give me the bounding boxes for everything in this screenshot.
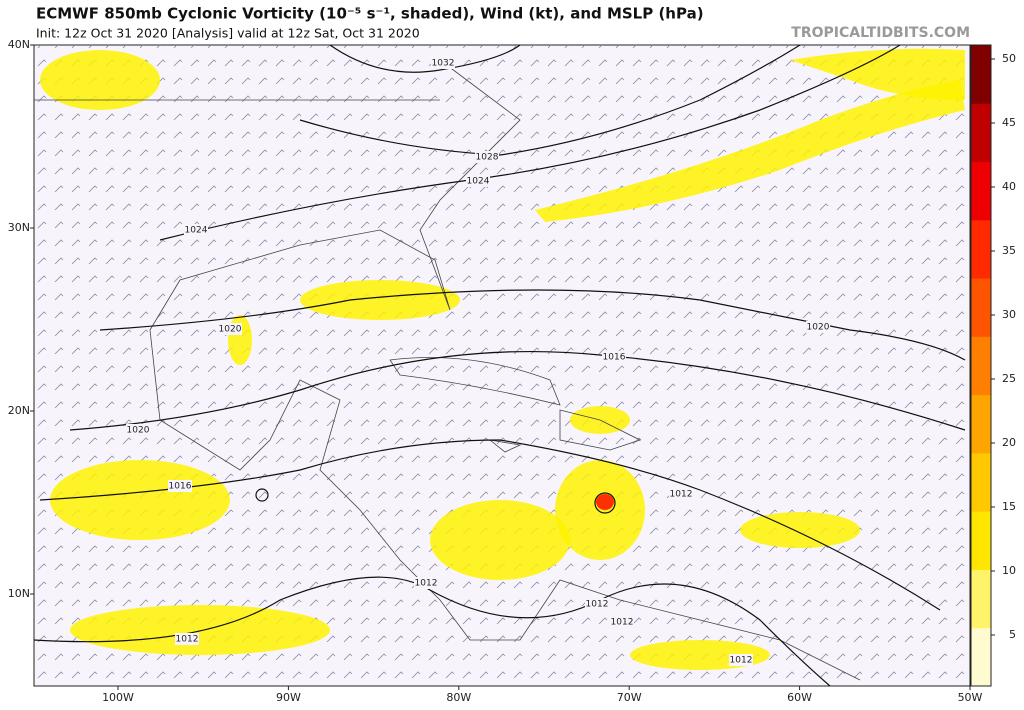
lon-label: 100W xyxy=(102,691,134,704)
colorbar-tick-label: 50 xyxy=(1002,52,1016,65)
isobar-label: 1024 xyxy=(185,226,208,236)
colorbar-tick-label: 20 xyxy=(1002,436,1016,449)
isobar-label-bg xyxy=(414,577,438,589)
isobar-label-bg xyxy=(466,175,490,187)
colorbar-segment xyxy=(971,219,991,279)
isobar-label-bg xyxy=(806,321,830,333)
colorbar-tick-label: 5 xyxy=(1009,628,1016,641)
isobar-label: 1032 xyxy=(432,59,455,69)
isobar-label-bg xyxy=(585,598,609,610)
isobar-label: 1020 xyxy=(127,426,150,436)
lon-label: 70W xyxy=(617,691,642,704)
isobar-label-bg xyxy=(669,488,693,500)
isobar-label: 1012 xyxy=(730,656,753,666)
lat-label: 20N xyxy=(8,404,30,417)
isobar-label: 1020 xyxy=(219,325,242,335)
colorbar-tick-label: 45 xyxy=(1002,116,1016,129)
isobar-label: 1012 xyxy=(415,579,438,589)
isobar-label: 1016 xyxy=(169,482,192,492)
isobar-labels: 1032 1028 1024 1024 1020 1016 1020 1020 1016 1012… xyxy=(126,57,830,666)
colorbar-tick-label: 10 xyxy=(1002,564,1016,577)
axes: 40N 30N 20N 10N 100W 90W 80W 70W 60W 50W xyxy=(8,38,983,704)
colorbar-tick-label: 15 xyxy=(1002,500,1016,513)
lon-label: 60W xyxy=(787,691,812,704)
isobar-label-bg xyxy=(431,57,455,69)
colorbar-segment xyxy=(971,452,991,512)
isobar-label-bg xyxy=(218,323,242,335)
colorbar-segment xyxy=(971,45,991,104)
colorbar-segment xyxy=(971,336,991,396)
isobar-label-bg xyxy=(610,616,634,628)
isobar-label-bg xyxy=(175,633,199,645)
colorbar-segment xyxy=(971,511,991,570)
isobar-label-bg xyxy=(475,151,499,163)
colorbar-segment xyxy=(971,103,991,163)
colorbar-segment xyxy=(971,278,991,337)
subtitle: Init: 12z Oct 31 2020 [Analysis] valid a… xyxy=(36,26,420,41)
isobar-label: 1012 xyxy=(586,600,609,610)
isobar-label-bg xyxy=(729,654,753,666)
lat-label: 40N xyxy=(8,38,30,51)
isobar-label: 1012 xyxy=(611,618,634,628)
isobar-label-bg xyxy=(126,424,150,436)
colorbar-segment xyxy=(971,569,991,629)
colorbar: 5 10 15 20 25 30 35 40 45 50 xyxy=(970,44,1016,687)
colorbar-frame xyxy=(970,44,992,687)
isobar-label: 1016 xyxy=(603,353,626,363)
isobar-label: 1012 xyxy=(670,490,693,500)
isobar-label: 1028 xyxy=(476,153,499,163)
lon-label: 90W xyxy=(276,691,301,704)
isobar-label: 1012 xyxy=(176,635,199,645)
isobar-label-bg xyxy=(168,480,192,492)
title: ECMWF 850mb Cyclonic Vorticity (10⁻⁵ s⁻¹… xyxy=(36,5,704,23)
lat-label: 10N xyxy=(8,587,30,600)
colorbar-tick-label: 30 xyxy=(1002,308,1016,321)
credit: TROPICALTIDBITS.COM xyxy=(791,25,970,41)
colorbar-tick-label: 25 xyxy=(1002,372,1016,385)
isobar-label-bg xyxy=(184,224,208,236)
colorbar-tick-label: 40 xyxy=(1002,180,1016,193)
lat-label: 30N xyxy=(8,221,30,234)
lon-label: 80W xyxy=(446,691,471,704)
map-area xyxy=(33,44,971,687)
colorbar-segment xyxy=(971,627,991,687)
isobar-label-bg xyxy=(602,351,626,363)
colorbar-tick-label: 35 xyxy=(1002,244,1016,257)
lon-label: 50W xyxy=(958,691,983,704)
isobar-label: 1020 xyxy=(807,323,830,333)
isobar-label: 1024 xyxy=(467,177,490,187)
colorbar-segment xyxy=(971,161,991,221)
colorbar-segment xyxy=(971,394,991,454)
